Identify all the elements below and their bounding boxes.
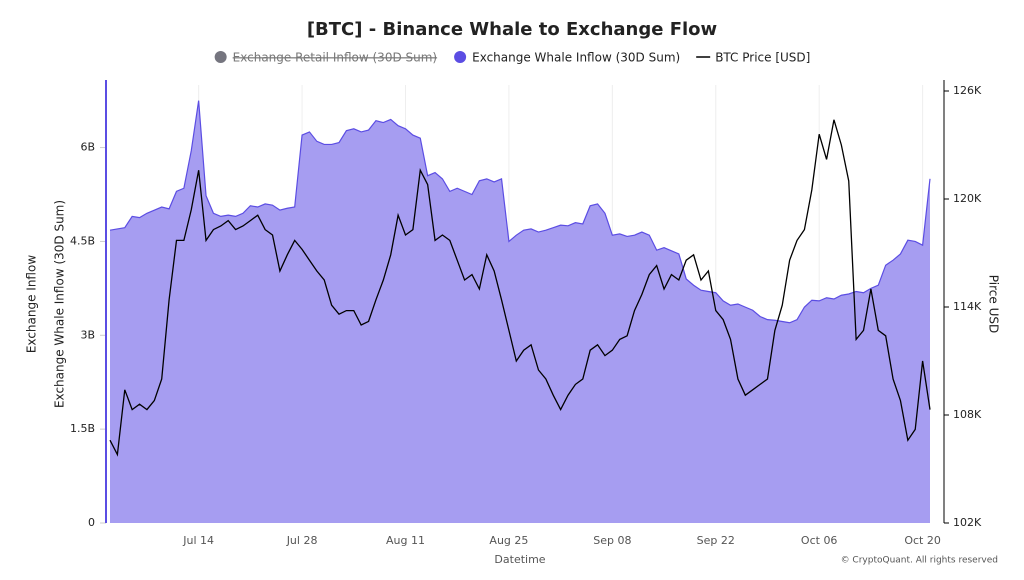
y2-tick-label: 108K <box>953 408 982 421</box>
legend-swatch <box>454 51 467 63</box>
x-tick-label: Sep 08 <box>593 534 631 547</box>
y2-tick-label: 126K <box>953 84 982 97</box>
x-tick-label: Jul 14 <box>182 534 214 547</box>
x-tick-label: Sep 22 <box>697 534 735 547</box>
y2-axis-label: Pirce USD <box>987 275 1001 333</box>
chart-title: [BTC] - Binance Whale to Exchange Flow <box>307 19 717 40</box>
y-tick-label: 1.5B <box>70 422 95 435</box>
y2-tick-label: 120K <box>953 192 982 205</box>
area <box>110 100 930 524</box>
legend-label: BTC Price [USD] <box>715 51 810 65</box>
y-axis-label: Exchange Whale Inflow (30D Sum) <box>53 200 67 408</box>
y-tick-label: 6B <box>80 141 95 154</box>
x-axis-label: Datetime <box>494 553 545 566</box>
y2-tick-label: 114K <box>953 300 982 313</box>
x-tick-label: Aug 25 <box>489 534 528 547</box>
legend-label: Exchange Whale Inflow (30D Sum) <box>472 51 680 65</box>
x-tick-label: Oct 20 <box>904 534 941 547</box>
y-tick-label: 4.5B <box>70 234 95 247</box>
y-tick-label: 0 <box>88 516 95 529</box>
y-tick-label: 3B <box>80 328 95 341</box>
price-line <box>109 119 931 457</box>
area-edge <box>109 100 931 324</box>
x-tick-label: Oct 06 <box>801 534 838 547</box>
legend: Exchange Retail Inflow (30D Sum) Exchange… <box>214 51 810 65</box>
x-tick-label: Jul 28 <box>286 534 318 547</box>
x-tick-label: Aug 11 <box>386 534 425 547</box>
y2-tick-label: 102K <box>953 516 982 529</box>
legend-label: Exchange Retail Inflow (30D Sum) <box>233 51 437 65</box>
credit: © CryptoQuant. All rights reserved <box>841 556 998 566</box>
legend-swatch <box>214 51 227 63</box>
y-axis-label: Exchange Inflow <box>25 255 39 353</box>
